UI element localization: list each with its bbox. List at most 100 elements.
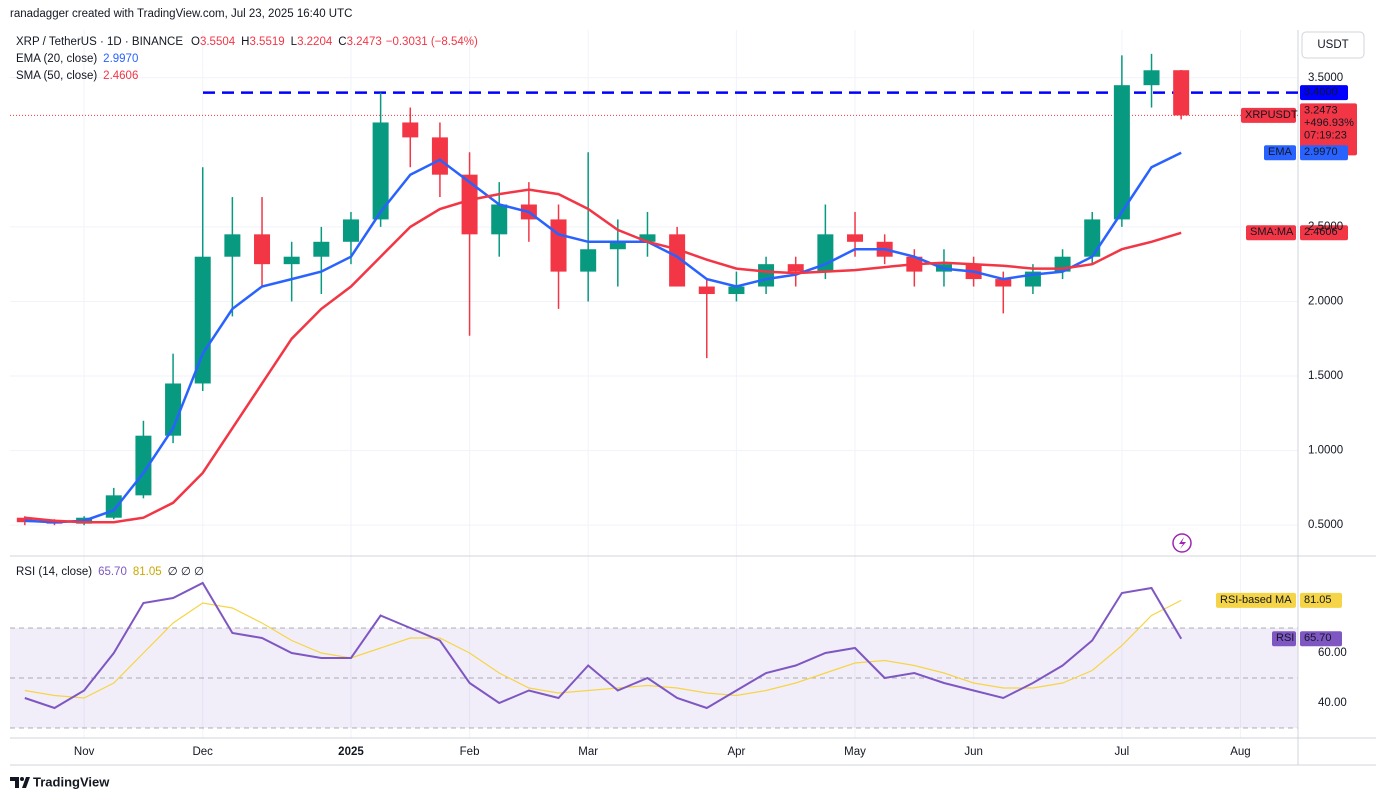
logo — [10, 777, 30, 788]
axis-tags: 3.4000 3.2473+496.93%07:19:23 XRPUSDT 2.997… — [1216, 85, 1357, 647]
rsi-tag-text: 81.05 — [1304, 594, 1332, 606]
indicator-line — [24, 188, 1182, 524]
price-tag-text: +496.93% — [1304, 117, 1354, 129]
candle-body — [609, 241, 626, 250]
candle-body — [1084, 219, 1101, 257]
ohlc-key: L — [291, 36, 298, 48]
rsi-ma-line — [24, 599, 1182, 699]
ohlc-value: 3.5519 — [249, 36, 284, 48]
candle-body — [431, 137, 448, 175]
plot — [10, 53, 1298, 710]
indicator-value: 2.9970 — [103, 53, 138, 65]
y-tick-label: 2.5000 — [1308, 221, 1343, 233]
credit: ranadagger created with TradingView.com,… — [10, 8, 352, 20]
rsi-title: RSI (14, close) — [16, 566, 92, 578]
symbol: XRP / TetherUS · 1D · BINANCE — [16, 36, 183, 48]
candle-body — [639, 234, 656, 242]
x-tick-label: Feb — [460, 746, 480, 758]
indicator-name-tag — [1264, 145, 1296, 161]
candle-body — [372, 122, 389, 220]
y-tick-label: 1.0000 — [1308, 445, 1343, 457]
candle-body — [313, 241, 330, 257]
x-tick-label: Aug — [1230, 746, 1250, 758]
level-tag — [1300, 85, 1348, 101]
indicator-line — [24, 151, 1182, 524]
indicator-legend: EMA (20, close) 2.9970 — [16, 53, 138, 65]
price-tag — [1300, 103, 1357, 156]
rsi-extra: ∅ ∅ ∅ — [168, 566, 204, 578]
candle-body — [1143, 70, 1160, 86]
ohlc-key: C — [338, 36, 346, 48]
symbol-legend: XRP / TetherUS · 1D · BINANCE O3.5504 H3.5… — [16, 36, 478, 48]
rsi-name-tag — [1216, 592, 1296, 608]
indicator-name-tag-text: SMA:MA — [1250, 226, 1294, 238]
candle-body — [461, 174, 478, 235]
candle-body — [16, 517, 33, 523]
x-tick-label: Jul — [1115, 746, 1130, 758]
rsi-value: 81.05 — [133, 566, 162, 578]
candle-body — [1173, 70, 1190, 116]
candle-body — [847, 234, 864, 242]
rsi-tag — [1300, 631, 1342, 647]
candle-body — [1113, 85, 1130, 220]
candle-body — [135, 435, 152, 496]
indicator-name: SMA (50, close) — [16, 70, 97, 82]
ohlc-value: 3.5504 — [200, 36, 236, 48]
candle-body — [105, 495, 122, 518]
currency-button[interactable] — [1301, 31, 1365, 59]
candle-body — [995, 279, 1012, 287]
y-tick-label: 3.5000 — [1308, 72, 1343, 84]
x-tick-label: Nov — [74, 746, 95, 758]
candle-body — [728, 286, 745, 294]
rsi-name-tag-text: RSI — [1276, 632, 1294, 644]
rsi-tag — [1300, 592, 1342, 608]
candle-body — [550, 219, 567, 272]
ohlc-value: 3.2204 — [297, 36, 333, 48]
x-tick-label: May — [844, 746, 866, 758]
y-tick-label: 40.00 — [1318, 697, 1347, 709]
rsi-name-tag-text: RSI-based MA — [1220, 594, 1292, 606]
candle-body — [194, 256, 211, 384]
ohlc-key: O — [191, 36, 200, 48]
price-tag-text: 3.2473 — [1304, 104, 1338, 116]
candle-body — [402, 122, 419, 138]
y-tick-label: 60.00 — [1318, 647, 1347, 659]
x-tick-label: Apr — [727, 746, 745, 758]
indicator-tag-text: 2.4606 — [1304, 226, 1338, 238]
candle-body — [698, 286, 715, 294]
ohlc-key: H — [241, 36, 249, 48]
candle-body — [787, 264, 804, 272]
change: −0.3031 (−8.54%) — [386, 36, 478, 48]
candle-body — [342, 219, 359, 242]
indicator-value: 2.4606 — [103, 70, 138, 82]
footer-brand: TradingView — [33, 774, 110, 789]
candle-body — [254, 234, 271, 265]
x-tick-label: 2025 — [338, 746, 364, 758]
indicator-tag-text: 2.9970 — [1304, 146, 1338, 158]
rsi-tag-text: 65.70 — [1304, 632, 1332, 644]
rsi-value: 65.70 — [98, 566, 127, 578]
y-tick-label: 1.5000 — [1308, 370, 1343, 382]
indicator-name: EMA (20, close) — [16, 53, 97, 65]
lightning-icon — [1172, 533, 1192, 553]
rsi-legend: RSI (14, close) 65.70 81.05 ∅ ∅ ∅ — [16, 566, 204, 578]
rsi-name-tag — [1272, 631, 1296, 647]
y-tick-label: 2.0000 — [1308, 295, 1343, 307]
candle-body — [580, 249, 597, 272]
rsi-line — [24, 581, 1183, 710]
price-tag-text: 07:19:23 — [1304, 129, 1347, 141]
symbol-tag-text: XRPUSDT — [1245, 109, 1298, 121]
indicator-tag — [1300, 145, 1348, 161]
indicator-name-tag — [1246, 225, 1296, 241]
candle-body — [165, 383, 182, 436]
candle-body — [283, 256, 300, 265]
candle-body — [758, 264, 775, 287]
candle-body — [491, 204, 508, 235]
currency[interactable]: USDT — [1317, 39, 1348, 51]
level-tag-text: 3.4000 — [1304, 86, 1338, 98]
indicator-tag — [1300, 225, 1348, 241]
x-tick-label: Mar — [578, 746, 598, 758]
x-tick-label: Jun — [964, 746, 983, 758]
indicator-legend: SMA (50, close) 2.4606 — [16, 70, 138, 82]
